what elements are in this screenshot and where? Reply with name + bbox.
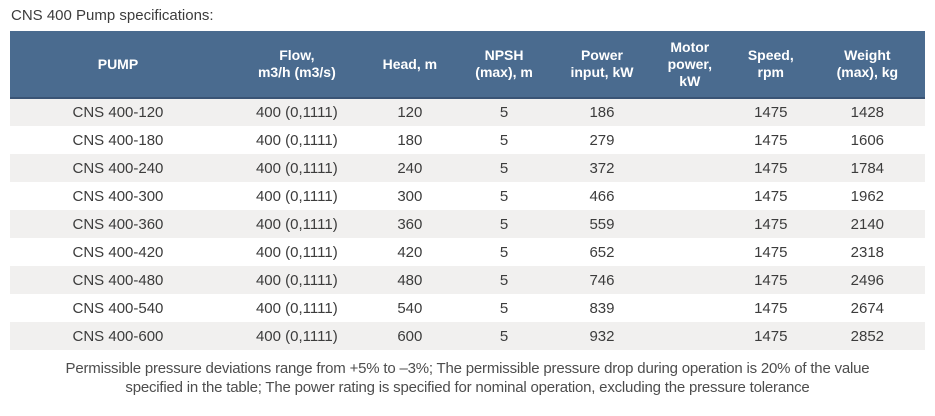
cell-flow: 400 (0,1111): [255, 299, 338, 317]
table-row: CNS 400-120 400 (0,1111) 120 5 186 1475 1428: [10, 98, 925, 126]
cell-head: 360: [397, 215, 423, 233]
cell-speed: 1475: [754, 271, 788, 289]
column-header-speed: Speed, rpm: [731, 31, 810, 99]
cell-head: 180: [397, 131, 423, 149]
cell-motor-power: [648, 154, 732, 182]
page-title: CNS 400 Pump specifications:: [11, 7, 214, 24]
cell-npsh: 5: [499, 104, 509, 121]
pump-spec-table: PUMP Flow, m3/h (m3/s) Head, m NPSH (max), …: [10, 31, 925, 350]
table-row: CNS 400-360 400 (0,1111) 360 5 559 1475 2140: [10, 210, 925, 238]
cell-weight: 2318: [850, 243, 885, 261]
cell-power-input: 186: [589, 104, 615, 121]
cell-npsh: 5: [499, 131, 509, 149]
cell-motor-power: [648, 210, 732, 238]
cell-speed: 1475: [754, 187, 788, 205]
column-header-head: Head, m: [367, 31, 452, 99]
cell-head: 540: [397, 299, 423, 317]
table-row: CNS 400-600 400 (0,1111) 600 5 932 1475 2852: [10, 322, 925, 350]
cell-pump: CNS 400-600: [72, 327, 164, 345]
footnote-line-2: specified in the table; The power rating…: [125, 379, 810, 396]
cell-power-input: 839: [589, 299, 615, 317]
cell-speed: 1475: [754, 215, 788, 233]
cell-flow: 400 (0,1111): [255, 327, 338, 345]
table-row: CNS 400-300 400 (0,1111) 300 5 466 1475 1962: [10, 182, 925, 210]
column-header-pump: PUMP: [10, 31, 226, 99]
cell-npsh: 5: [499, 299, 509, 317]
cell-power-input: 746: [589, 271, 615, 289]
cell-motor-power: [648, 126, 732, 154]
cell-npsh: 5: [499, 327, 509, 345]
cell-flow: 400 (0,1111): [255, 187, 338, 205]
table-row: CNS 400-540 400 (0,1111) 540 5 839 1475 2674: [10, 294, 925, 322]
cell-pump: CNS 400-120: [72, 104, 164, 121]
cell-weight: 2496: [850, 271, 885, 289]
cell-speed: 1475: [754, 243, 788, 261]
cell-flow: 400 (0,1111): [255, 271, 338, 289]
column-header-weight: Weight (max), kg: [809, 31, 925, 99]
cell-weight: 1606: [850, 131, 885, 149]
cell-weight: 2674: [850, 299, 885, 317]
column-header-power-input: Power input, kW: [556, 31, 648, 99]
table-footnote: Permissible pressure deviations range fr…: [0, 359, 935, 397]
cell-pump: CNS 400-420: [72, 243, 164, 261]
cell-power-input: 279: [589, 131, 615, 149]
cell-pump: CNS 400-180: [72, 131, 164, 149]
cell-speed: 1475: [754, 299, 788, 317]
table-row: CNS 400-480 400 (0,1111) 480 5 746 1475 2496: [10, 266, 925, 294]
table-row: CNS 400-240 400 (0,1111) 240 5 372 1475 1784: [10, 154, 925, 182]
cell-npsh: 5: [499, 271, 509, 289]
cell-speed: 1475: [754, 327, 788, 345]
cell-flow: 400 (0,1111): [255, 159, 338, 177]
table-row: CNS 400-420 400 (0,1111) 420 5 652 1475 2318: [10, 238, 925, 266]
cell-motor-power: [648, 182, 732, 210]
cell-npsh: 5: [499, 159, 509, 177]
cell-motor-power: [648, 266, 732, 294]
cell-speed: 1475: [754, 159, 788, 177]
cell-flow: 400 (0,1111): [255, 243, 338, 261]
cell-flow: 400 (0,1111): [255, 131, 338, 149]
cell-head: 300: [397, 187, 423, 205]
cell-head: 240: [397, 159, 423, 177]
cell-pump: CNS 400-240: [72, 159, 164, 177]
table-header-row: PUMP Flow, m3/h (m3/s) Head, m NPSH (max), …: [10, 31, 925, 99]
cell-power-input: 559: [589, 215, 615, 233]
cell-pump: CNS 400-540: [72, 299, 164, 317]
cell-pump: CNS 400-300: [72, 187, 164, 205]
cell-head: 480: [397, 271, 423, 289]
cell-weight: 1784: [850, 159, 885, 177]
table-body: CNS 400-120 400 (0,1111) 120 5 186 1475 1428 CN…: [10, 98, 925, 350]
cell-head: 120: [397, 104, 423, 121]
footnote-line-1: Permissible pressure deviations range fr…: [65, 360, 870, 377]
cell-weight: 1962: [850, 187, 885, 205]
cell-pump: CNS 400-480: [72, 271, 164, 289]
table-row: CNS 400-180 400 (0,1111) 180 5 279 1475 1606: [10, 126, 925, 154]
cell-npsh: 5: [499, 215, 509, 233]
cell-motor-power: [648, 294, 732, 322]
column-header-flow: Flow, m3/h (m3/s): [225, 31, 368, 99]
cell-npsh: 5: [499, 187, 509, 205]
cell-weight: 2852: [850, 327, 885, 345]
cell-pump: CNS 400-360: [72, 215, 164, 233]
cell-power-input: 372: [589, 159, 615, 177]
cell-weight: 2140: [850, 215, 885, 233]
cell-power-input: 932: [589, 327, 615, 345]
cell-head: 420: [397, 243, 423, 261]
cell-flow: 400 (0,1111): [255, 104, 338, 121]
cell-motor-power: [648, 238, 732, 266]
cell-speed: 1475: [754, 131, 788, 149]
cell-motor-power: [648, 322, 732, 350]
page: CNS 400 Pump specifications: PUMP Flow, m…: [0, 6, 935, 416]
cell-npsh: 5: [499, 243, 509, 261]
column-header-npsh: NPSH (max), m: [451, 31, 557, 99]
cell-power-input: 466: [589, 187, 615, 205]
cell-head: 600: [397, 327, 423, 345]
cell-flow: 400 (0,1111): [255, 215, 338, 233]
column-header-motor-power: Motor power, kW: [647, 31, 732, 99]
cell-speed: 1475: [754, 104, 788, 121]
cell-power-input: 652: [589, 243, 615, 261]
cell-motor-power: [648, 98, 732, 126]
cell-weight: 1428: [850, 104, 885, 121]
